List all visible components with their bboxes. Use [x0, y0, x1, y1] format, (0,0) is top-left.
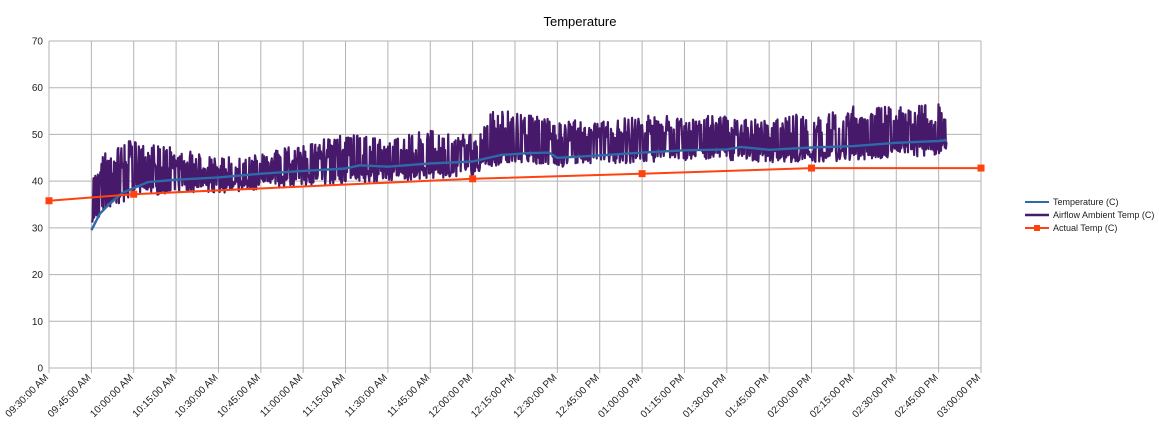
x-tick-label: 09:45:00 AM: [46, 372, 93, 419]
y-tick-label: 20: [32, 270, 44, 281]
x-tick-label: 12:15:00 PM: [469, 372, 517, 420]
series-airflow-ambient-temp: [91, 103, 948, 223]
actual-temp-point: [130, 190, 138, 198]
x-tick-label: 01:30:00 PM: [681, 372, 729, 420]
series-line-actual-temp: [48, 167, 981, 202]
series-line-airflow-ambient-temp: [91, 103, 948, 223]
x-tick-label: 10:00:00 AM: [88, 372, 135, 419]
x-tick-label: 10:15:00 AM: [131, 372, 178, 419]
legend: Temperature (C) Airflow Ambient Temp (C) A…: [1025, 197, 1154, 233]
y-axis-tick-labels: 0 10 20 30 40 50 60 70: [32, 37, 44, 375]
x-tick-label: 11:15:00 AM: [301, 372, 348, 419]
x-tick-label: 11:30:00 AM: [343, 372, 390, 419]
y-tick-label: 70: [32, 37, 44, 48]
x-tick-label: 02:30:00 PM: [851, 372, 899, 420]
x-tick-label: 12:00:00 PM: [427, 372, 475, 420]
series-line-temperature: [90, 138, 948, 231]
x-tick-label: 02:15:00 PM: [808, 372, 856, 420]
x-tick-label: 01:15:00 PM: [639, 372, 687, 420]
x-tick-label: 02:45:00 PM: [893, 372, 941, 420]
x-tick-label: 03:00:00 PM: [935, 372, 983, 420]
legend-label: Actual Temp (C): [1053, 223, 1117, 233]
series-temperature: [90, 138, 948, 231]
x-tick-label: 02:00:00 PM: [766, 372, 814, 420]
actual-temp-point: [808, 164, 816, 172]
legend-marker: [1034, 225, 1040, 231]
x-tick-label: 09:30:00 AM: [4, 372, 51, 419]
series-actual-temp: [45, 164, 985, 205]
x-tick-label: 01:00:00 PM: [596, 372, 644, 420]
x-tick-label: 11:45:00 AM: [385, 372, 432, 419]
gridlines: [48, 40, 982, 373]
x-tick-label: 12:45:00 PM: [554, 372, 602, 420]
x-tick-label: 01:45:00 PM: [723, 372, 771, 420]
x-tick-label: 11:00:00 AM: [258, 372, 305, 419]
actual-temp-point: [977, 164, 985, 172]
x-tick-label: 10:30:00 AM: [173, 372, 220, 419]
y-tick-label: 10: [32, 317, 44, 328]
y-tick-label: 40: [32, 177, 44, 188]
legend-label: Airflow Ambient Temp (C): [1053, 210, 1154, 220]
y-tick-label: 60: [32, 83, 44, 94]
x-tick-label: 12:30:00 PM: [512, 372, 560, 420]
actual-temp-point: [469, 175, 477, 183]
y-tick-label: 0: [37, 364, 43, 375]
y-tick-label: 30: [32, 223, 44, 234]
legend-label: Temperature (C): [1053, 197, 1119, 207]
chart-title: Temperature: [544, 14, 617, 29]
actual-temp-point: [638, 170, 646, 178]
actual-temp-point: [45, 197, 53, 205]
y-tick-label: 50: [32, 130, 44, 141]
x-tick-label: 10:45:00 AM: [215, 372, 262, 419]
